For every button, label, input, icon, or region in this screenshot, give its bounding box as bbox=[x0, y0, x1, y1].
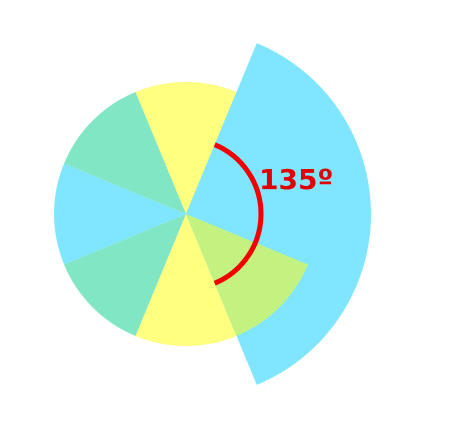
sector-7 bbox=[54, 163, 186, 265]
sector-8 bbox=[64, 92, 186, 214]
sector-5 bbox=[135, 214, 237, 346]
angle-arc bbox=[213, 142, 264, 286]
overlap-region bbox=[186, 214, 308, 336]
angle-label: 135º bbox=[259, 163, 333, 196]
sector-1 bbox=[135, 82, 237, 214]
sector-6 bbox=[64, 214, 186, 336]
